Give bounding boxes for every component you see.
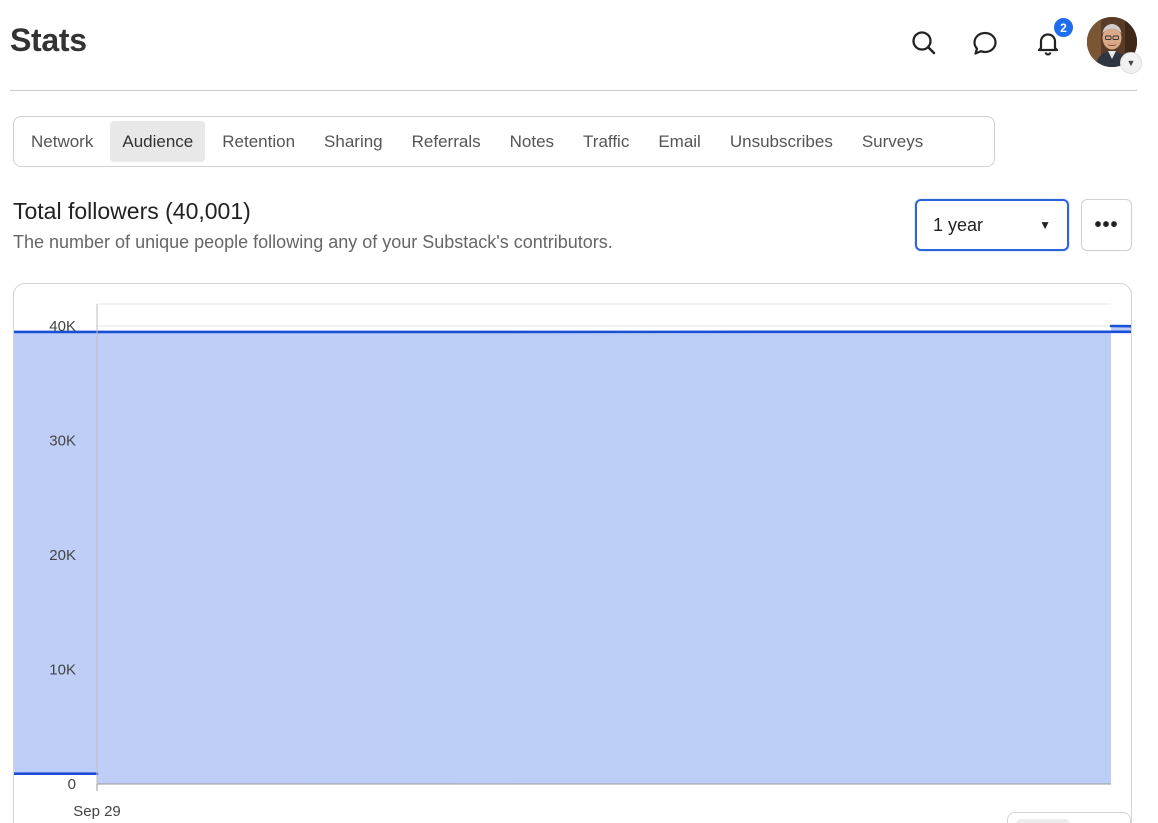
section-subtitle: The number of unique people following an… bbox=[13, 232, 613, 252]
chat-bubble-icon[interactable] bbox=[968, 26, 1002, 60]
time-range-select[interactable]: 1 year ▼ bbox=[915, 199, 1069, 251]
tab-audience[interactable]: Audience bbox=[110, 121, 206, 162]
tab-unsubscribes[interactable]: Unsubscribes bbox=[729, 131, 833, 151]
y-tick-label: 30K bbox=[49, 433, 76, 450]
section-title: Total followers (40,001) bbox=[13, 198, 251, 224]
more-options-button[interactable]: ••• bbox=[1081, 199, 1132, 251]
page-title: Stats bbox=[10, 22, 87, 58]
followers-area-fill bbox=[14, 326, 1131, 784]
y-tick-label: 20K bbox=[49, 547, 76, 564]
tab-surveys[interactable]: Surveys bbox=[861, 131, 924, 151]
header-divider bbox=[10, 90, 1137, 91]
bell-icon[interactable] bbox=[1031, 26, 1065, 60]
y-tick-label: 10K bbox=[49, 662, 76, 679]
tab-email[interactable]: Email bbox=[658, 131, 701, 151]
time-range-value: 1 year bbox=[933, 214, 984, 235]
stats-tab-bar: Network Audience Retention Sharing Refer… bbox=[13, 116, 995, 167]
tab-referrals[interactable]: Referrals bbox=[411, 131, 481, 151]
chart-corner-control-knob bbox=[1016, 819, 1070, 823]
x-tick-label: Sep 29 bbox=[73, 803, 121, 820]
top-bar: Stats 2 ▼ bbox=[0, 0, 1158, 92]
tab-traffic[interactable]: Traffic bbox=[583, 131, 630, 151]
tab-retention[interactable]: Retention bbox=[222, 131, 296, 151]
dropdown-caret-icon: ▼ bbox=[1039, 218, 1051, 232]
notification-badge: 2 bbox=[1052, 16, 1075, 39]
account-menu-caret[interactable]: ▼ bbox=[1120, 52, 1142, 74]
search-icon[interactable] bbox=[907, 26, 941, 60]
chart-corner-control[interactable] bbox=[1007, 812, 1131, 823]
tab-network[interactable]: Network bbox=[31, 131, 94, 151]
tab-notes[interactable]: Notes bbox=[509, 131, 555, 151]
y-tick-label: 40K bbox=[49, 318, 76, 335]
tab-sharing[interactable]: Sharing bbox=[324, 131, 383, 151]
y-tick-label: 0 bbox=[68, 776, 76, 793]
